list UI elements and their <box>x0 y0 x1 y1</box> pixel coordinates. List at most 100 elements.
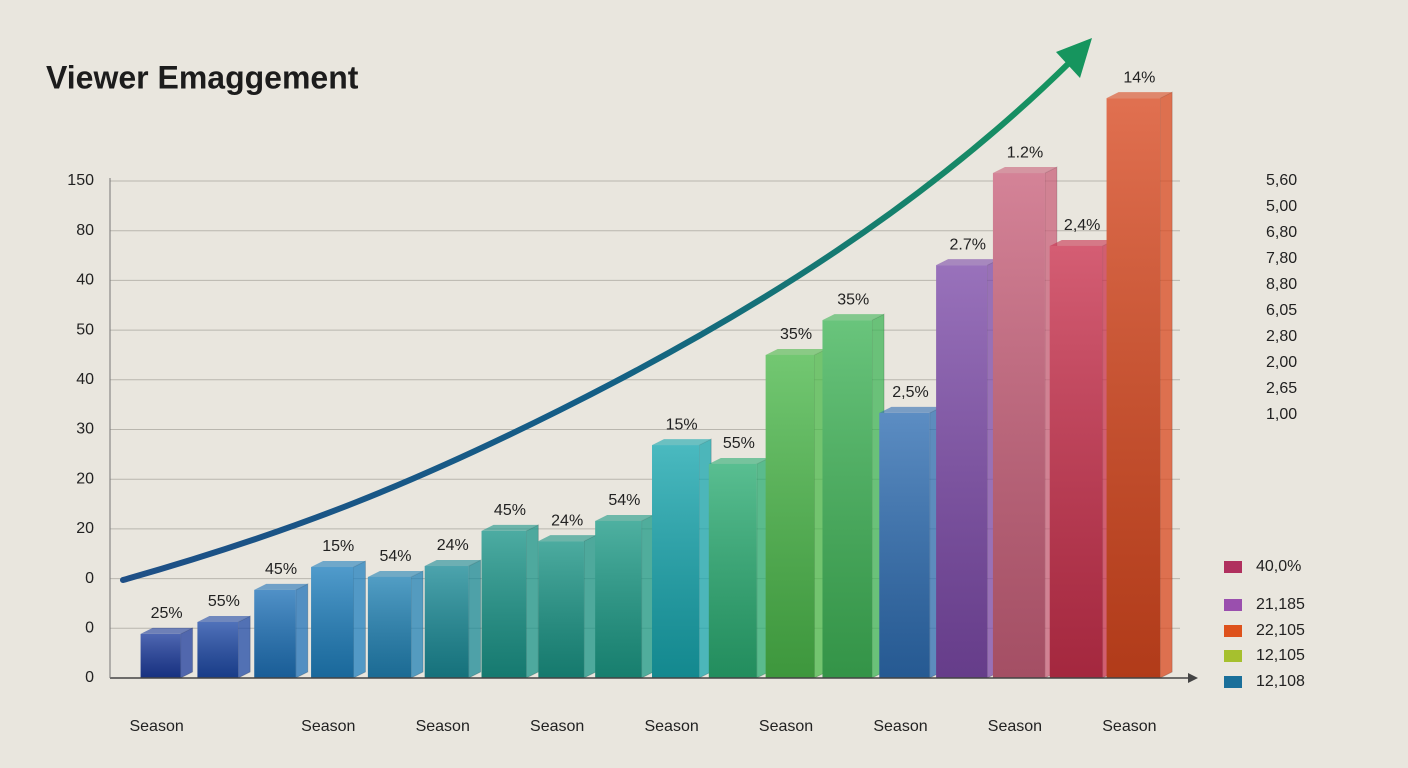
bar-label: 55% <box>208 593 240 610</box>
legend-swatch <box>1224 561 1242 573</box>
bar-label: 35% <box>780 326 812 343</box>
bar-label: 55% <box>723 435 755 452</box>
bar-shade <box>936 265 988 678</box>
bar-label: 1.2% <box>1007 144 1043 161</box>
x-tick-label: Season <box>644 718 698 735</box>
y-axis-label: 0 <box>85 570 94 587</box>
bar-label: 45% <box>265 561 297 578</box>
bar-shade <box>140 633 181 678</box>
bar-side <box>352 560 366 679</box>
bar-shade <box>538 541 584 678</box>
bar-side <box>237 615 251 679</box>
x-tick-label: Season <box>1102 718 1156 735</box>
bar-shade <box>708 463 757 678</box>
y-axis-label: 40 <box>76 371 94 388</box>
bar-side <box>468 559 482 679</box>
chart-title: Viewer Emaggement <box>46 59 359 95</box>
bar-top <box>311 561 366 568</box>
bar-top <box>708 457 769 464</box>
bar-label: 54% <box>608 492 640 509</box>
bar-shade <box>992 173 1045 678</box>
side-label: 6,80 <box>1266 224 1297 241</box>
x-tick-label: Season <box>759 718 813 735</box>
legend-swatch <box>1224 650 1242 662</box>
bar-top <box>538 535 596 542</box>
x-tick-label: Season <box>530 718 584 735</box>
bar-label: 35% <box>837 291 869 308</box>
legend-swatch <box>1224 599 1242 611</box>
x-tick-label: Season <box>873 718 927 735</box>
side-label: 6,05 <box>1266 302 1297 319</box>
legend-swatch <box>1224 625 1242 637</box>
side-label: 5,00 <box>1266 198 1297 215</box>
bar-top <box>595 514 654 521</box>
bar-top <box>765 348 827 355</box>
bar-label: 2.7% <box>949 236 985 253</box>
x-tick-label: Season <box>416 718 470 735</box>
legend-swatch <box>1224 676 1242 688</box>
bar-shade <box>197 622 239 678</box>
bar-top <box>367 570 424 577</box>
bar-shade <box>595 520 642 678</box>
bar-shade <box>652 445 700 678</box>
bar-top <box>254 583 308 590</box>
bar-shade <box>1106 98 1161 678</box>
bar-shade <box>481 530 527 678</box>
bar-label: 15% <box>322 538 354 555</box>
bar-label: 24% <box>437 537 469 554</box>
y-axis-label: 20 <box>76 470 94 487</box>
bar-side <box>525 524 539 679</box>
trend-arrow <box>120 59 1073 583</box>
bar-label: 45% <box>494 502 526 519</box>
bar-side <box>295 583 309 679</box>
bar-shade <box>367 576 412 678</box>
bar-shade <box>311 567 354 678</box>
side-label: 2,80 <box>1266 328 1297 345</box>
y-axis-label: 0 <box>85 669 94 686</box>
bar-top <box>879 406 942 413</box>
x-tick-label: Season <box>301 718 355 735</box>
side-label: 2,65 <box>1266 380 1297 397</box>
bar-top <box>936 259 1000 266</box>
bar-shade <box>254 589 296 678</box>
bar-label: 24% <box>551 512 583 529</box>
side-label: 5,60 <box>1266 172 1297 189</box>
bar-shade <box>765 354 815 678</box>
bar-shade <box>879 412 930 678</box>
bar-top <box>822 314 885 321</box>
legend-label: 22,105 <box>1256 622 1305 639</box>
y-axis-label: 50 <box>76 321 94 338</box>
bar-top <box>140 627 193 634</box>
bar-label: 54% <box>379 548 411 565</box>
y-axis-label: 20 <box>76 520 94 537</box>
legend-label: 12,105 <box>1256 647 1305 664</box>
legend-label: 12,108 <box>1256 673 1305 690</box>
y-axis-label: 40 <box>76 272 94 289</box>
bar-side <box>1159 91 1173 679</box>
legend-label: 40,0% <box>1256 558 1301 575</box>
bar-top <box>652 439 712 446</box>
bar-side <box>641 514 655 679</box>
bar-top <box>481 524 539 531</box>
y-axis-label: 0 <box>85 620 94 637</box>
y-axis-label: 30 <box>76 421 94 438</box>
bar-shade <box>424 566 469 678</box>
bar-top <box>1049 239 1115 246</box>
bar-side <box>583 534 597 679</box>
x-axis-arrow <box>1188 673 1198 683</box>
bar-label: 15% <box>666 416 698 433</box>
y-axis-label: 80 <box>76 222 94 239</box>
bar-shade <box>822 320 873 678</box>
bar-label: 2,4% <box>1064 217 1100 234</box>
bar-side <box>180 627 194 679</box>
bar-top <box>1106 92 1173 99</box>
bar-side <box>410 570 424 679</box>
side-label: 1,00 <box>1266 406 1297 423</box>
bar-label: 14% <box>1123 69 1155 86</box>
x-tick-label: Season <box>988 718 1042 735</box>
bar-shade <box>1049 245 1103 678</box>
y-axis-label: 150 <box>67 172 94 189</box>
bar-top <box>992 167 1057 174</box>
bar-label: 2,5% <box>892 384 928 401</box>
